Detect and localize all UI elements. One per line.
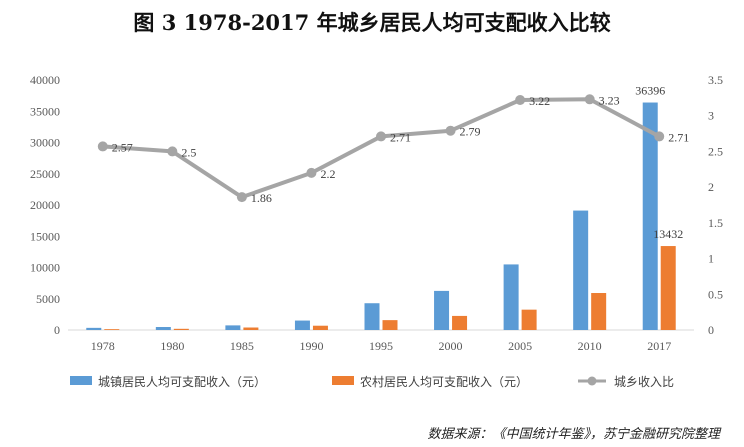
chart-title: 图 3 1978-2017 年城乡居民人均可支配收入比较 — [133, 10, 610, 35]
left-tick-label: 40000 — [30, 73, 60, 87]
rural-income-bar — [591, 293, 607, 330]
left-tick-label: 35000 — [30, 104, 60, 118]
ratio-point — [515, 95, 526, 105]
legend: 城镇居民人均可支配收入（元） 农村居民人均可支配收入（元） 城乡收入比 — [70, 375, 674, 389]
left-tick-label: 25000 — [30, 167, 60, 181]
ratio-data-label: 2.2 — [320, 167, 335, 181]
rural-income-bar — [521, 309, 537, 330]
left-tick-label: 15000 — [30, 229, 60, 243]
data-labels: 2.57 2.5 1.86 2.2 2.71 2.79 3.22 3.23 2.71 36396 1… — [112, 84, 689, 242]
ratio-data-label: 2.79 — [460, 125, 481, 139]
ratio-point — [584, 94, 595, 105]
ratio-data-label: 2.71 — [390, 130, 411, 144]
ratio-line — [97, 94, 665, 203]
ratio-data-label: 3.22 — [529, 94, 550, 108]
rural-income-bar — [382, 320, 398, 330]
urban-income-bar — [155, 327, 171, 330]
right-tick-label: 3 — [708, 109, 714, 123]
right-tick-label: 2.5 — [708, 144, 723, 158]
x-axis: 1978 1980 1985 1990 1995 2000 2005 2010 2017 — [68, 329, 694, 353]
ratio-data-label: 1.86 — [251, 191, 272, 205]
legend-swatch-marker — [587, 376, 597, 386]
urban-income-bar — [573, 210, 589, 330]
right-tick-label: 0.5 — [708, 287, 723, 301]
source-note: 数据来源：《中国统计年鉴》，苏宁金融研究院整理 — [427, 426, 722, 442]
x-tick-label: 1980 — [160, 339, 184, 353]
urban-income-bar — [642, 102, 658, 331]
urban-income-bar — [294, 320, 310, 330]
rural-income-bar — [173, 328, 189, 330]
rural-income-bar — [243, 327, 259, 330]
bars — [86, 102, 676, 331]
ratio-data-label: 3.23 — [599, 93, 620, 107]
right-tick-label: 0 — [708, 323, 714, 337]
ratio-data-label: 2.5 — [181, 145, 196, 159]
x-tick-label: 1995 — [369, 339, 393, 353]
right-tick-label: 1 — [708, 252, 714, 266]
ratio-point — [654, 131, 665, 142]
ratio-point — [445, 125, 456, 136]
left-tick-label: 10000 — [30, 261, 60, 275]
ratio-data-label: 2.71 — [668, 130, 689, 144]
legend-label: 农村居民人均可支配收入（元） — [360, 375, 528, 389]
legend-label: 城乡收入比 — [614, 375, 674, 389]
right-tick-label: 3.5 — [708, 73, 723, 87]
left-tick-label: 30000 — [30, 136, 60, 150]
rural-income-bar — [452, 315, 468, 330]
left-tick-label: 20000 — [30, 198, 60, 212]
left-tick-label: 5000 — [36, 292, 60, 306]
rural-income-bar — [660, 246, 676, 330]
left-axis: 0 5000 10000 15000 20000 25000 30000 35000 40000 — [30, 73, 60, 337]
right-tick-label: 2 — [708, 180, 714, 194]
urban-income-bar — [434, 290, 450, 330]
ratio-point — [97, 141, 108, 152]
x-tick-label: 2005 — [508, 339, 532, 353]
x-tick-label: 1985 — [230, 339, 254, 353]
ratio-point — [167, 146, 178, 157]
rural-data-label: 13432 — [653, 227, 683, 241]
legend-label: 城镇居民人均可支配收入（元） — [98, 375, 266, 389]
urban-income-bar — [503, 264, 519, 330]
left-tick-label: 0 — [54, 323, 60, 337]
right-tick-label: 1.5 — [708, 216, 723, 230]
ratio-point — [306, 167, 317, 178]
ratio-point — [236, 192, 247, 203]
rural-income-bar — [104, 329, 120, 330]
x-tick-label: 2000 — [439, 339, 463, 353]
urban-income-bar — [364, 303, 380, 330]
x-tick-label: 1978 — [91, 339, 115, 353]
urban-income-bar — [86, 327, 102, 330]
urban-data-label: 36396 — [635, 84, 665, 98]
legend-swatch — [332, 376, 354, 385]
x-tick-label: 1990 — [299, 339, 323, 353]
x-tick-label: 2010 — [578, 339, 602, 353]
legend-swatch — [70, 376, 92, 385]
ratio-data-label: 2.57 — [112, 140, 133, 154]
right-axis: 0 0.5 1 1.5 2 2.5 3 3.5 — [708, 73, 723, 337]
urban-income-bar — [225, 325, 241, 330]
x-tick-label: 2017 — [647, 339, 671, 353]
ratio-point — [376, 131, 386, 142]
rural-income-bar — [312, 325, 328, 330]
